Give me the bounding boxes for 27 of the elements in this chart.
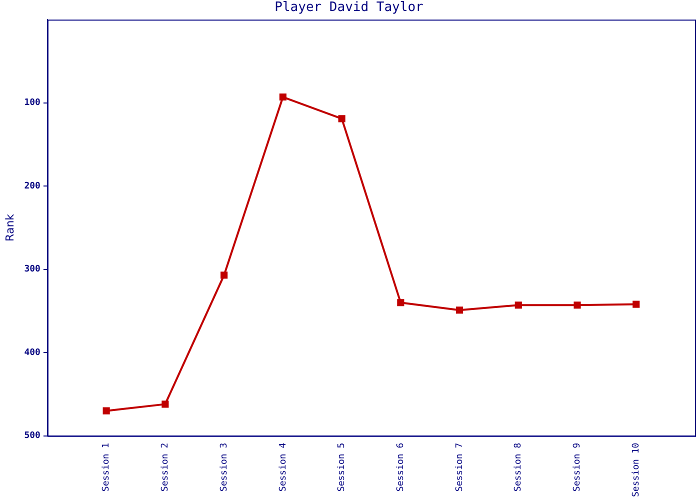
x-tick-label: Session 9 (572, 442, 583, 492)
point (574, 302, 581, 309)
x-tick-label: Session 10 (631, 442, 642, 498)
chart-title: Player David Taylor (274, 0, 424, 16)
point (279, 93, 286, 101)
y-tick-label: 400 (24, 348, 40, 358)
point (514, 302, 522, 309)
x-tick-label: Session 8 (514, 442, 524, 492)
point (102, 407, 110, 414)
point (338, 115, 346, 122)
y-tick-label: 500 (24, 431, 40, 442)
y-tick-label: 100 (24, 98, 40, 108)
y-tick-label: 300 (24, 264, 40, 275)
x-tick-label: Session 1 (102, 442, 112, 492)
point (456, 306, 464, 314)
y-tick-label: 200 (24, 181, 40, 192)
point (632, 300, 640, 308)
x-tick-label: Session 7 (454, 442, 465, 492)
x-tick-label: Session 2 (160, 442, 171, 492)
point (162, 400, 169, 408)
x-tick-label: Session 4 (278, 442, 288, 492)
y-axis-title: Rank (3, 213, 16, 242)
x-tick-label: Session 6 (396, 442, 406, 492)
x-tick-label: Session 3 (219, 442, 230, 492)
point (220, 272, 228, 279)
point (397, 299, 404, 306)
x-tick-label: Session 5 (337, 442, 348, 492)
